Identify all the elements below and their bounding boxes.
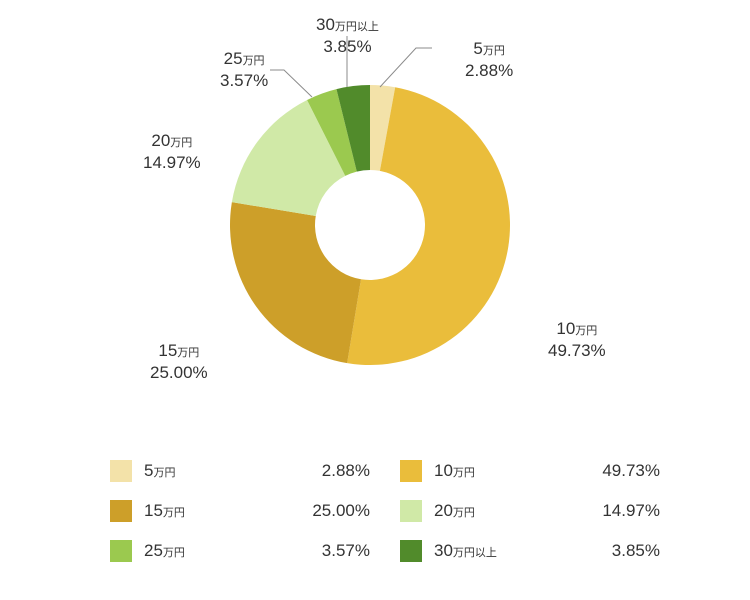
- legend-pct: 25.00%: [312, 501, 370, 521]
- slice-label-name: 15万円: [150, 340, 208, 362]
- slice-label-name: 30万円以上: [316, 14, 379, 36]
- slice-label-pct: 2.88%: [465, 60, 513, 82]
- legend-item: 10万円 49.73%: [400, 460, 660, 482]
- leader-line: [270, 70, 312, 97]
- legend: 5万円 2.88% 10万円 49.73% 15万円 25.00% 20万円 14.97% 25…: [110, 460, 660, 562]
- legend-swatch: [400, 460, 422, 482]
- legend-item: 25万円 3.57%: [110, 540, 370, 562]
- leader-line: [380, 48, 432, 87]
- slice-label: 25万円3.57%: [220, 48, 268, 92]
- legend-swatch: [400, 540, 422, 562]
- legend-pct: 14.97%: [602, 501, 660, 521]
- legend-item: 30万円以上 3.85%: [400, 540, 660, 562]
- slice-label: 10万円49.73%: [548, 318, 606, 362]
- slice-label-pct: 25.00%: [150, 362, 208, 384]
- legend-pct: 3.85%: [612, 541, 660, 561]
- legend-item: 5万円 2.88%: [110, 460, 370, 482]
- legend-swatch: [400, 500, 422, 522]
- slice-label-name: 25万円: [220, 48, 268, 70]
- legend-pct: 3.57%: [322, 541, 370, 561]
- legend-name: 15万円: [144, 501, 185, 521]
- legend-item: 20万円 14.97%: [400, 500, 660, 522]
- donut-chart-area: 5万円2.88% 10万円49.73% 15万円25.00% 20万円14.97% 25…: [0, 0, 750, 450]
- legend-pct: 2.88%: [322, 461, 370, 481]
- slice-label-pct: 49.73%: [548, 340, 606, 362]
- slice-label-name: 20万円: [143, 130, 201, 152]
- slice-label: 15万円25.00%: [150, 340, 208, 384]
- leader-lines: [0, 0, 750, 450]
- legend-name: 30万円以上: [434, 541, 497, 561]
- slice-label-pct: 3.85%: [316, 36, 379, 58]
- legend-pct: 49.73%: [602, 461, 660, 481]
- legend-item: 15万円 25.00%: [110, 500, 370, 522]
- legend-swatch: [110, 500, 132, 522]
- legend-name: 10万円: [434, 461, 475, 481]
- legend-name: 25万円: [144, 541, 185, 561]
- slice-label: 20万円14.97%: [143, 130, 201, 174]
- legend-swatch: [110, 540, 132, 562]
- slice-label-pct: 14.97%: [143, 152, 201, 174]
- slice-label-name: 10万円: [548, 318, 606, 340]
- slice-label: 30万円以上3.85%: [316, 14, 379, 58]
- slice-label-pct: 3.57%: [220, 70, 268, 92]
- legend-name: 20万円: [434, 501, 475, 521]
- legend-swatch: [110, 460, 132, 482]
- legend-name: 5万円: [144, 461, 175, 481]
- slice-label: 5万円2.88%: [465, 38, 513, 82]
- slice-label-name: 5万円: [465, 38, 513, 60]
